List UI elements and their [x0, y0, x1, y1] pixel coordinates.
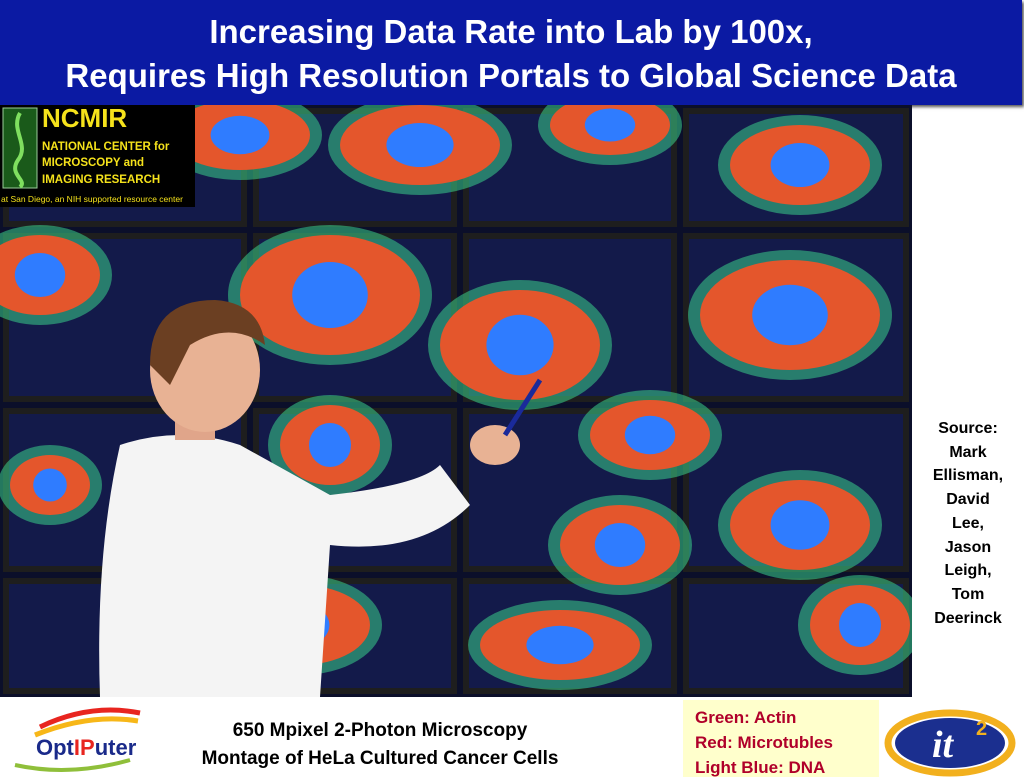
logo-frame: [2, 107, 38, 189]
photo: [0, 105, 912, 697]
title-line: Increasing Data Rate into Lab by 100x,: [209, 13, 813, 50]
cell-nucleus: [624, 415, 676, 455]
caption: 650 Mpixel 2-Photon Microscopy Montage o…: [150, 717, 610, 773]
cell-nucleus: [14, 253, 66, 297]
source-line: Jason: [944, 538, 992, 556]
logo-swoosh: [38, 707, 141, 730]
cell-nucleus: [526, 625, 594, 665]
hand: [470, 425, 520, 465]
cell-nucleus: [770, 143, 830, 187]
ncmir-line: NATIONAL CENTER for: [42, 141, 170, 153]
title-bar: Increasing Data Rate into Lab by 100x, R…: [0, 0, 1022, 105]
ncmir-footer: at San Diego, an NIH supported resource …: [1, 194, 183, 204]
ncmir-name: NCMIR: [42, 105, 127, 133]
source-line: Mark: [949, 443, 987, 461]
optiputer-text: OptIPuter: [36, 735, 137, 760]
logo-swoosh: [34, 716, 139, 738]
cell-nucleus: [210, 115, 270, 155]
source-line: David: [946, 491, 990, 509]
optiputer-logo: OptIPuter: [14, 707, 141, 772]
source-line: Leigh,: [944, 562, 992, 580]
cell-nucleus: [594, 523, 646, 567]
logo-part: IP: [74, 735, 95, 760]
coat: [99, 435, 471, 697]
ncmir-logo: NCMIR NATIONAL CENTER for MICROSCOPY and…: [0, 105, 195, 207]
caption-line: 650 Mpixel 2-Photon Microscopy: [232, 720, 528, 741]
logo-swoosh: [14, 758, 131, 772]
cell-nucleus: [584, 108, 636, 142]
ncmir-graphic: NCMIR NATIONAL CENTER for MICROSCOPY and…: [1, 105, 183, 204]
ncmir-line: IMAGING RESEARCH: [42, 174, 160, 186]
source-line: Ellisman,: [932, 467, 1004, 485]
source-line: Lee,: [951, 514, 984, 532]
legend-line: Light Blue: DNA: [695, 758, 826, 777]
title-line: Requires High Resolution Portals to Glob…: [65, 57, 957, 94]
logo-helix: [13, 111, 24, 189]
cell-nucleus: [770, 500, 830, 550]
logo-disc: [895, 718, 1005, 768]
it2-text: it: [932, 724, 955, 766]
source-credit: Source: Mark Ellisman, David Lee, Jason Leigh,…: [918, 417, 1018, 630]
cell-nucleus: [752, 284, 828, 346]
hair: [150, 300, 265, 385]
caption-line: Montage of HeLa Cultured Cancer Cells: [201, 748, 559, 769]
source-line: Source:: [938, 420, 998, 437]
logo-part: Opt: [36, 735, 75, 760]
source-line: Tom: [951, 585, 985, 603]
cell-nucleus: [309, 423, 351, 467]
logo-part: uter: [95, 735, 137, 760]
cell-nucleus: [33, 468, 67, 502]
cell-nucleus: [486, 314, 554, 376]
cell-nucleus: [386, 123, 454, 167]
pointer: [502, 378, 543, 437]
source-line: Deerinck: [934, 609, 1002, 627]
ncmir-line: MICROSCOPY and: [42, 157, 144, 169]
legend-line: Green: Actin: [695, 708, 797, 727]
cell-nucleus: [839, 603, 881, 647]
logo-ring: [884, 709, 1016, 777]
legend-line: Red: Microtubles: [695, 733, 833, 752]
cell-nucleus: [292, 262, 368, 328]
color-legend: Green: Actin Red: Microtubles Light Blue…: [683, 700, 879, 777]
it2-logo: it 2: [884, 709, 1016, 777]
it2-sup: 2: [976, 718, 987, 740]
